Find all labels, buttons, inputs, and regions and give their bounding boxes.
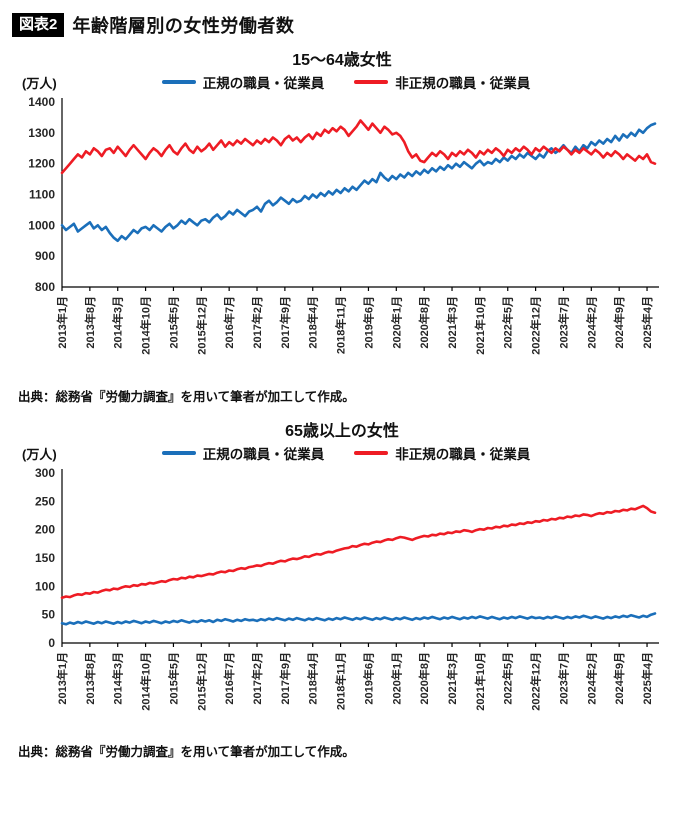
line-chart-65-plus: 0 50 100 150 200 250 300 2013年1月 2013年8月 2014年3月 2… bbox=[35, 466, 659, 711]
y-axis-tick-label: 250 bbox=[35, 494, 55, 508]
y-axis-tick-label: 300 bbox=[35, 466, 55, 480]
x-axis-tick-label: 2022年12月 bbox=[529, 652, 543, 711]
series-line-1 bbox=[60, 504, 657, 599]
x-axis-tick-label: 2018年4月 bbox=[306, 296, 320, 349]
y-axis-tick-label: 1300 bbox=[28, 126, 55, 140]
x-axis-tick-label: 2025年4月 bbox=[640, 652, 654, 705]
y-axis-tick-label: 100 bbox=[35, 579, 55, 593]
x-axis-tick-label: 2020年8月 bbox=[417, 652, 431, 705]
source-note-2: 出典：総務省『労働力調査』を用いて筆者が加工して作成。 bbox=[18, 745, 355, 759]
x-axis-tick-label: 2013年1月 bbox=[55, 652, 69, 705]
x-axis-tick-label: 2013年1月 bbox=[55, 296, 69, 349]
x-axis-tick-label: 2021年3月 bbox=[445, 296, 459, 349]
x-axis-tick-label: 2023年7月 bbox=[556, 296, 570, 349]
chart-block-65-plus: 65歳以上の女性 (万人) 正規の職員・従業員 非正規の職員・従業員 0 50 10… bbox=[14, 417, 670, 760]
legend-item-regular: 正規の職員・従業員 bbox=[161, 443, 325, 463]
x-axis-tick-label: 2022年5月 bbox=[501, 296, 515, 349]
source-note-1: 出典：総務省『労働力調査』を用いて筆者が加工して作成。 bbox=[18, 390, 355, 404]
x-axis-tick-label: 2018年11月 bbox=[334, 296, 348, 354]
legend: 正規の職員・従業員 非正規の職員・従業員 bbox=[94, 72, 598, 92]
x-axis-tick-label: 2021年3月 bbox=[445, 652, 459, 705]
legend: 正規の職員・従業員 非正規の職員・従業員 bbox=[94, 443, 598, 463]
legend-label-nonregular: 非正規の職員・従業員 bbox=[395, 76, 531, 91]
x-axis-tick-label: 2013年8月 bbox=[83, 652, 97, 705]
x-axis-tick-label: 2013年8月 bbox=[83, 296, 97, 349]
x-axis-tick-label: 2015年5月 bbox=[166, 296, 180, 349]
legend-row: (万人) 正規の職員・従業員 非正規の職員・従業員 bbox=[14, 72, 670, 92]
x-axis-tick-label: 2016年7月 bbox=[222, 296, 236, 349]
x-axis-tick-label: 2020年1月 bbox=[389, 296, 403, 349]
x-axis-tick-label: 2015年12月 bbox=[194, 652, 208, 711]
series-line-0 bbox=[60, 612, 657, 626]
y-axis-tick-label: 1000 bbox=[28, 218, 55, 232]
legend-item-regular: 正規の職員・従業員 bbox=[161, 72, 325, 92]
y-axis-tick-label: 50 bbox=[42, 608, 56, 622]
x-axis-tick-label: 2025年4月 bbox=[640, 296, 654, 349]
y-axis-tick-label: 200 bbox=[35, 523, 55, 537]
x-axis-tick-label: 2024年2月 bbox=[584, 652, 598, 705]
chart-title-15-64: 15〜64歳女性 bbox=[292, 52, 392, 69]
legend-label-regular: 正規の職員・従業員 bbox=[202, 447, 325, 462]
y-axis-tick-label: 900 bbox=[35, 249, 55, 263]
x-axis-tick-label: 2015年5月 bbox=[166, 652, 180, 705]
x-axis-tick-label: 2014年3月 bbox=[111, 296, 125, 349]
x-axis-tick-label: 2019年6月 bbox=[361, 652, 375, 705]
x-axis-tick-label: 2020年1月 bbox=[389, 652, 403, 705]
x-axis-tick-label: 2023年7月 bbox=[556, 652, 570, 705]
x-axis-tick-label: 2022年5月 bbox=[501, 652, 515, 705]
legend-swatch-regular bbox=[161, 451, 196, 455]
x-axis-tick-label: 2018年11月 bbox=[334, 652, 348, 710]
y-axis-unit-label: (万人) bbox=[22, 446, 57, 462]
figure-header: 図表2 年齢階層別の女性労働者数 bbox=[12, 12, 670, 38]
y-axis-tick-label: 0 bbox=[48, 636, 55, 650]
x-axis-tick-label: 2018年4月 bbox=[306, 652, 320, 705]
legend-swatch-nonregular bbox=[354, 451, 389, 455]
y-axis-tick-label: 150 bbox=[35, 551, 55, 565]
x-axis-tick-label: 2014年10月 bbox=[139, 296, 153, 355]
line-chart-15-64: 800 900 1000 1100 1200 1300 1400 2013年1月 2013年8月… bbox=[28, 95, 659, 355]
figure-number-badge: 図表2 bbox=[12, 13, 65, 37]
chart-title-65-plus: 65歳以上の女性 bbox=[285, 423, 399, 440]
x-axis-tick-label: 2021年10月 bbox=[473, 652, 487, 711]
y-axis-unit-label: (万人) bbox=[22, 75, 57, 91]
legend-swatch-nonregular bbox=[354, 80, 389, 84]
legend-label-regular: 正規の職員・従業員 bbox=[202, 76, 325, 91]
x-axis-tick-label: 2015年12月 bbox=[194, 296, 208, 355]
x-axis-tick-label: 2024年9月 bbox=[612, 296, 626, 349]
chart-block-15-64: 15〜64歳女性 (万人) 正規の職員・従業員 非正規の職員・従業員 800 90… bbox=[14, 46, 670, 405]
x-axis-tick-label: 2014年10月 bbox=[139, 652, 153, 711]
y-axis-tick-label: 1400 bbox=[28, 95, 55, 109]
legend-item-nonregular: 非正規の職員・従業員 bbox=[354, 72, 530, 92]
legend-item-nonregular: 非正規の職員・従業員 bbox=[354, 443, 530, 463]
y-axis-tick-label: 800 bbox=[35, 280, 55, 294]
x-axis-tick-label: 2017年9月 bbox=[278, 652, 292, 705]
x-axis-tick-label: 2016年7月 bbox=[222, 652, 236, 705]
legend-label-nonregular: 非正規の職員・従業員 bbox=[395, 447, 531, 462]
y-axis-tick-label: 1100 bbox=[29, 188, 55, 202]
x-axis-tick-label: 2014年3月 bbox=[111, 652, 125, 705]
y-axis-tick-label: 1200 bbox=[28, 157, 55, 171]
x-axis-tick-label: 2017年2月 bbox=[250, 296, 264, 349]
x-axis-tick-label: 2021年10月 bbox=[473, 296, 487, 355]
series-line-1 bbox=[60, 119, 657, 175]
x-axis-tick-label: 2024年9月 bbox=[612, 652, 626, 705]
series-line-0 bbox=[60, 122, 657, 243]
legend-row: (万人) 正規の職員・従業員 非正規の職員・従業員 bbox=[14, 443, 670, 463]
x-axis-tick-label: 2017年2月 bbox=[250, 652, 264, 705]
x-axis-tick-label: 2020年8月 bbox=[417, 296, 431, 349]
x-axis-tick-label: 2017年9月 bbox=[278, 296, 292, 349]
legend-swatch-regular bbox=[161, 80, 196, 84]
x-axis-tick-label: 2019年6月 bbox=[361, 296, 375, 349]
figure-title: 年齢階層別の女性労働者数 bbox=[72, 16, 295, 36]
x-axis-tick-label: 2024年2月 bbox=[584, 296, 598, 349]
x-axis-tick-label: 2022年12月 bbox=[529, 296, 543, 355]
